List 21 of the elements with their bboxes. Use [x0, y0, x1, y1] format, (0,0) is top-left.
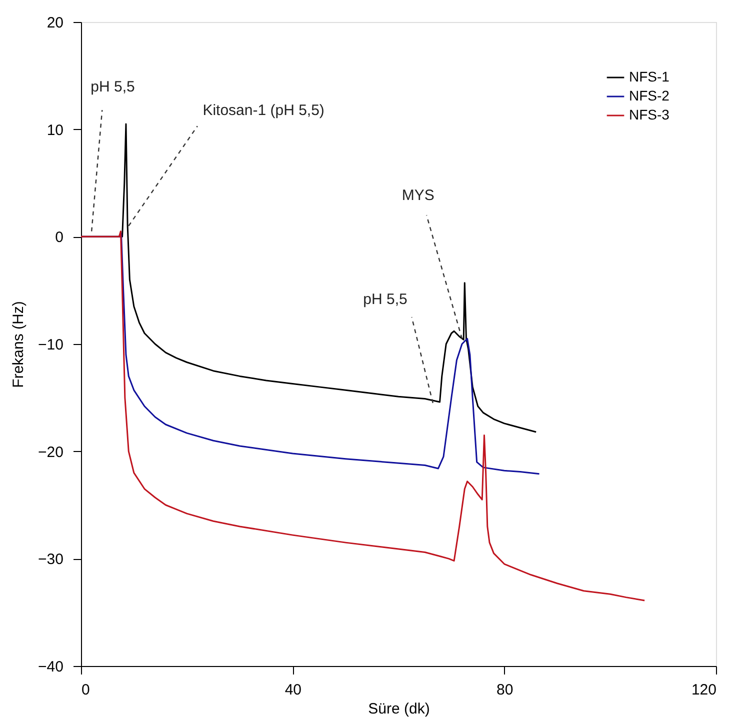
y-tick-label: −10: [38, 336, 64, 354]
y-tick-label: −40: [38, 658, 64, 676]
x-tick-label: 80: [496, 682, 514, 698]
x-tick-label: 40: [284, 682, 302, 698]
y-axis-title: Frekans (Hz): [10, 301, 28, 388]
x-tick-label: 120: [691, 682, 716, 698]
annotation: pH 5,5: [363, 290, 408, 308]
annotation: MYS: [402, 186, 434, 204]
annotation: Kitosan-1 (pH 5,5): [202, 102, 324, 120]
y-tick-label: 10: [46, 122, 64, 139]
y-tick-label: 0: [55, 229, 64, 246]
y-tick-label: 20: [46, 14, 64, 32]
y-tick-label: −20: [38, 444, 64, 461]
legend-label: NFS-3: [629, 106, 670, 122]
x-tick-label: 0: [82, 682, 90, 698]
line-series: [80, 230, 646, 602]
legend-label: NFS-1: [629, 68, 670, 84]
legend-label: NFS-2: [629, 88, 670, 104]
x-axis-title: Süre (dk): [368, 700, 430, 718]
annotation: pH 5,5: [90, 78, 135, 96]
y-tick-label: −30: [38, 551, 64, 568]
